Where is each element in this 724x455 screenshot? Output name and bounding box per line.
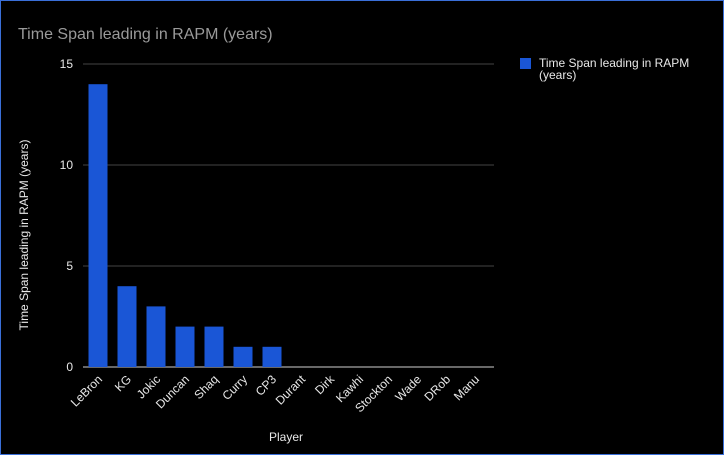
x-tick-label: Curry: [219, 372, 250, 403]
chart-title: Time Span leading in RAPM (years): [18, 26, 273, 43]
y-tick-label: 0: [66, 360, 73, 374]
legend-label-line2: (years): [539, 68, 576, 82]
x-tick-label: LeBron: [68, 372, 105, 409]
x-tick-label: Manu: [451, 372, 482, 403]
bar-kg: [117, 286, 137, 367]
gridlines: [83, 63, 494, 368]
y-axis-label: Time Span leading in RAPM (years): [17, 140, 31, 331]
bar-lebron: [88, 84, 108, 367]
x-tick-label: Wade: [392, 372, 424, 404]
x-axis-label: Player: [269, 430, 303, 444]
y-tick-label: 10: [60, 158, 74, 172]
bar-cp3: [262, 346, 282, 367]
y-tick-label: 15: [60, 57, 74, 71]
x-tick-label: Durant: [273, 372, 309, 408]
bar-shaq: [204, 326, 224, 367]
x-tick-label: Shaq: [191, 372, 221, 402]
legend: Time Span leading in RAPM (years): [520, 56, 689, 82]
bars: [88, 84, 282, 367]
x-tick-label: KG: [112, 372, 134, 394]
legend-swatch: [520, 58, 531, 69]
y-tick-label: 5: [66, 259, 73, 273]
x-tick-label: DRob: [422, 372, 454, 404]
legend-label-line1: Time Span leading in RAPM: [539, 56, 689, 70]
bar-jokic: [146, 306, 166, 367]
y-tick-labels: 0 5 10 15: [60, 57, 74, 374]
bar-duncan: [175, 326, 195, 367]
bar-curry: [233, 346, 253, 367]
